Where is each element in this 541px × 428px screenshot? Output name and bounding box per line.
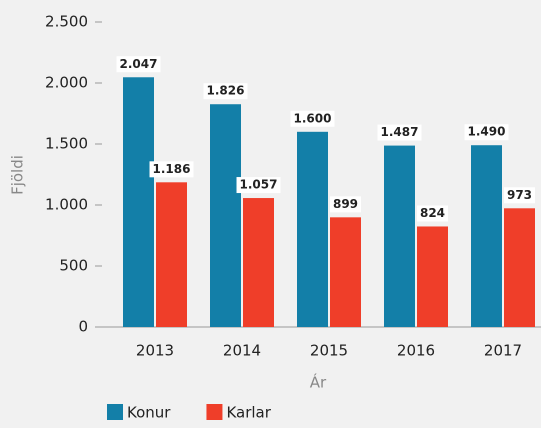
value-label: 899	[333, 197, 358, 211]
x-axis-label: Ár	[310, 373, 327, 392]
y-tick-label: 2.500	[45, 13, 88, 31]
legend-label: Karlar	[226, 404, 271, 422]
value-label: 1.487	[381, 125, 419, 139]
value-label-bg	[329, 196, 362, 213]
bar	[417, 226, 448, 327]
bar	[243, 198, 274, 327]
bar	[330, 217, 361, 327]
value-label-bg	[203, 83, 248, 100]
bar	[297, 131, 328, 327]
bar	[156, 182, 187, 327]
value-label-bg	[377, 124, 422, 141]
value-label-bg	[416, 205, 449, 222]
value-label: 1.826	[207, 84, 245, 98]
y-tick-label: 1.500	[45, 135, 88, 153]
value-label: 1.600	[294, 111, 332, 125]
bar	[384, 145, 415, 327]
x-tick-label: 2015	[310, 342, 348, 360]
value-label: 973	[507, 188, 532, 202]
y-tick-label: 1.000	[45, 196, 88, 214]
value-label: 2.047	[120, 57, 158, 71]
value-label-bg	[236, 177, 281, 194]
value-label: 1.186	[153, 162, 191, 176]
x-tick-label: 2016	[397, 342, 435, 360]
bar	[504, 208, 535, 327]
y-tick-label: 500	[59, 257, 88, 275]
y-tick-label: 2.000	[45, 74, 88, 92]
legend-swatch	[107, 404, 123, 420]
bar	[210, 104, 241, 327]
value-label-bg	[290, 110, 335, 127]
x-tick-label: 2017	[484, 342, 522, 360]
value-label-bg	[464, 124, 509, 141]
value-label: 1.490	[468, 125, 506, 139]
value-label-bg	[149, 161, 194, 178]
bar	[123, 77, 154, 328]
legend-swatch	[206, 404, 223, 420]
value-label: 1.057	[240, 178, 278, 192]
x-tick-label: 2013	[136, 342, 174, 360]
y-axis-label: Fjöldi	[9, 155, 27, 195]
x-tick-label: 2014	[223, 342, 261, 360]
value-label-bg	[503, 187, 536, 204]
value-label: 824	[420, 206, 445, 220]
y-tick-label: 0	[78, 318, 88, 336]
bar	[471, 145, 502, 327]
legend-label: Konur	[127, 404, 171, 422]
value-label-bg	[116, 56, 161, 73]
